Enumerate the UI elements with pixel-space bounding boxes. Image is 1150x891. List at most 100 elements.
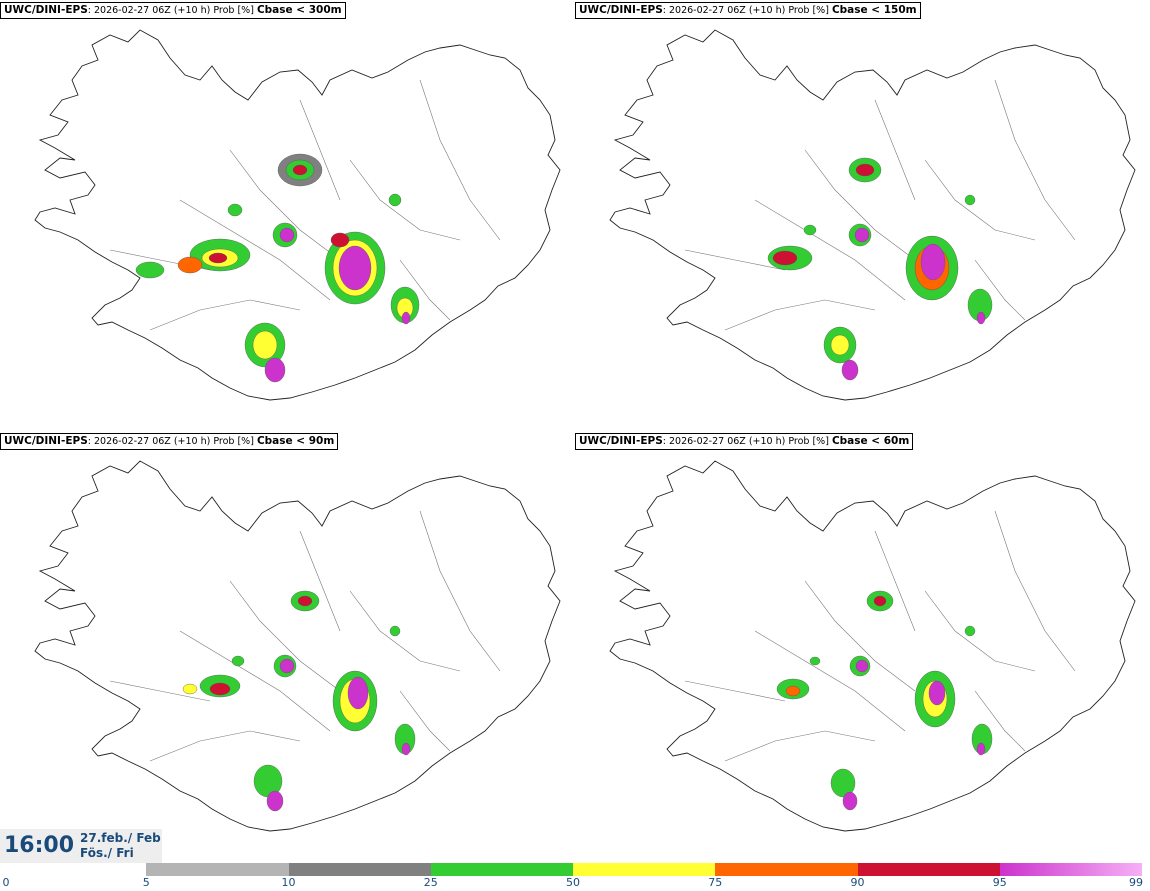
probability-area (841, 359, 859, 381)
region-border (299, 530, 341, 632)
region-border (349, 159, 461, 241)
probability-area (389, 625, 401, 637)
region-border (994, 79, 1076, 241)
region-border (299, 99, 341, 201)
probability-area (830, 768, 856, 798)
region-border (399, 259, 451, 321)
probability-area (976, 311, 986, 325)
probability-area (772, 250, 798, 266)
iceland-map (609, 460, 1136, 832)
valid-hour: 16:00 (4, 833, 75, 858)
region-border (179, 199, 331, 301)
region-border (754, 199, 906, 301)
probability-area (855, 659, 869, 673)
colorbar-segment (715, 863, 858, 876)
colorbar-segment (573, 863, 716, 876)
colorbar-tick-label: 10 (281, 876, 296, 889)
valid-date: 27.feb./ Feb (80, 831, 161, 845)
region-border (974, 259, 1026, 321)
colorbar-tick-label: 75 (708, 876, 723, 889)
probability-area (920, 243, 946, 281)
probability-area (135, 261, 165, 279)
region-border (724, 299, 876, 331)
probability-area (809, 656, 821, 666)
map-panel-150m: UWC/DINI-EPS: 2026-02-27 06Z (+10 h) Pro… (575, 0, 1150, 430)
colorbar-tick-label: 25 (423, 876, 438, 889)
iceland-coastline (34, 460, 561, 832)
probability-area (401, 311, 411, 325)
panel-title: UWC/DINI-EPS: 2026-02-27 06Z (+10 h) Pro… (575, 433, 914, 450)
iceland-map (34, 29, 561, 401)
region-border (229, 149, 341, 261)
probability-area (976, 742, 986, 756)
probability-area (338, 245, 372, 291)
region-border (924, 159, 1036, 241)
probability-area (928, 680, 946, 706)
probability-area (279, 227, 295, 243)
valid-weekday: Fös./ Fri (80, 846, 134, 860)
probability-area (182, 683, 198, 695)
colorbar-tick-label: 99 (1129, 876, 1143, 889)
probability-area (266, 790, 284, 812)
region-border (399, 690, 451, 752)
probability-area (208, 252, 228, 264)
probability-area (209, 682, 231, 696)
colorbar-segment (999, 863, 1142, 876)
region-border (874, 530, 916, 632)
map-panel-90m: UWC/DINI-EPS: 2026-02-27 06Z (+10 h) Pro… (0, 431, 575, 861)
region-border (804, 149, 916, 261)
probability-colorbar: 0 5 10 25 50 75 90 95 99 (0, 862, 1150, 891)
region-border (149, 730, 301, 762)
probability-area (964, 625, 976, 637)
region-border (684, 249, 786, 271)
probability-area (964, 194, 976, 206)
iceland-map (34, 460, 561, 832)
region-border (804, 580, 916, 692)
colorbar-segment (4, 863, 147, 876)
region-border (349, 590, 461, 672)
probability-area (388, 193, 402, 207)
probability-area (292, 164, 308, 176)
panel-title: UWC/DINI-EPS: 2026-02-27 06Z (+10 h) Pro… (0, 2, 346, 19)
colorbar-tick-label: 50 (566, 876, 580, 889)
colorbar-tick-label: 5 (142, 876, 150, 889)
colorbar-segment (288, 863, 431, 876)
map-panel-60m: UWC/DINI-EPS: 2026-02-27 06Z (+10 h) Pro… (575, 431, 1150, 861)
colorbar-tick-label: 0 (2, 876, 10, 889)
probability-area (177, 256, 203, 274)
probability-area (803, 224, 817, 236)
probability-area (830, 334, 850, 356)
probability-area (231, 655, 245, 667)
probability-area (330, 232, 350, 248)
iceland-coastline (609, 460, 1136, 832)
region-border (924, 590, 1036, 672)
colorbar-segment (430, 863, 573, 876)
valid-time-box: 16:00 27.feb./ Feb Fös./ Fri (0, 829, 162, 863)
probability-area (854, 227, 870, 243)
panel-title: UWC/DINI-EPS: 2026-02-27 06Z (+10 h) Pro… (575, 2, 921, 19)
probability-area (264, 357, 286, 383)
colorbar-tick-label: 95 (992, 876, 1007, 889)
iceland-coastline (34, 29, 561, 401)
region-border (419, 510, 501, 672)
region-border (724, 730, 876, 762)
iceland-map (609, 29, 1136, 401)
map-panel-300m: UWC/DINI-EPS: 2026-02-27 06Z (+10 h) Pro… (0, 0, 575, 430)
probability-area (252, 330, 278, 360)
probability-area (855, 163, 875, 177)
colorbar-tick-label: 90 (850, 876, 865, 889)
colorbar-segment (146, 863, 289, 876)
colorbar-segment (857, 863, 1000, 876)
region-border (109, 680, 211, 702)
panel-title: UWC/DINI-EPS: 2026-02-27 06Z (+10 h) Pro… (0, 433, 339, 450)
region-border (684, 680, 786, 702)
probability-area (297, 595, 313, 607)
probability-area (842, 791, 858, 811)
region-border (994, 510, 1076, 672)
region-border (874, 99, 916, 201)
probability-area (401, 742, 411, 756)
probability-area (347, 676, 369, 710)
probability-area (279, 658, 295, 674)
probability-area (785, 685, 801, 697)
iceland-coastline (609, 29, 1136, 401)
